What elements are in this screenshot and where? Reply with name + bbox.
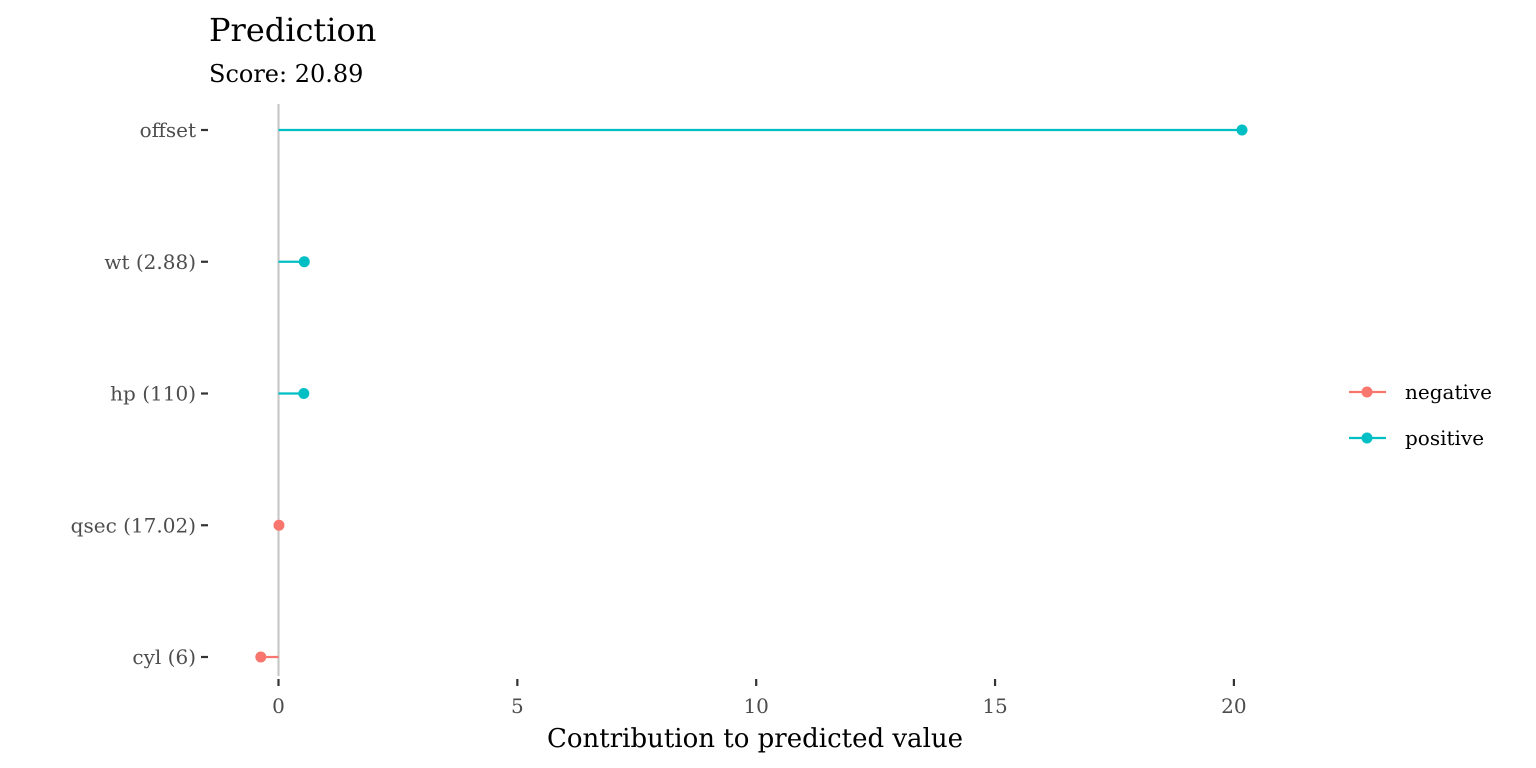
y-tick-label: wt (2.88) bbox=[104, 250, 196, 274]
x-tick-label: 20 bbox=[1221, 694, 1246, 718]
legend-key-point bbox=[1361, 432, 1373, 444]
legend-label: negative bbox=[1405, 380, 1492, 404]
legend-item-positive: positive bbox=[1349, 426, 1484, 450]
y-axis: offset wt (2.88) hp (110) qsec (17.02) cyl (… bbox=[71, 118, 208, 669]
legend: negative positive bbox=[1349, 380, 1492, 450]
x-tick-label: 15 bbox=[982, 694, 1007, 718]
y-tick-label: cyl (6) bbox=[132, 645, 196, 669]
plot-area bbox=[255, 104, 1248, 676]
lollipop-point bbox=[298, 388, 310, 399]
y-tick-label: hp (110) bbox=[110, 382, 196, 406]
x-tick-label: 0 bbox=[272, 694, 285, 718]
lollipop-point bbox=[255, 651, 267, 663]
lollipop-point bbox=[1236, 124, 1248, 136]
y-tick-label: qsec (17.02) bbox=[71, 513, 196, 537]
lollipop-point bbox=[273, 519, 285, 531]
x-tick-label: 5 bbox=[511, 694, 524, 718]
y-tick-label: offset bbox=[140, 118, 196, 142]
chart-title: Prediction bbox=[209, 11, 376, 49]
legend-item-negative: negative bbox=[1349, 380, 1492, 404]
x-tick-label: 10 bbox=[743, 694, 768, 718]
legend-key-point bbox=[1361, 386, 1373, 398]
chart-subtitle: Score: 20.89 bbox=[209, 60, 363, 88]
x-axis: 0 5 10 15 20 bbox=[272, 679, 1247, 718]
x-axis-title: Contribution to predicted value bbox=[547, 724, 963, 754]
legend-label: positive bbox=[1405, 426, 1484, 450]
lollipop-point bbox=[298, 256, 310, 268]
